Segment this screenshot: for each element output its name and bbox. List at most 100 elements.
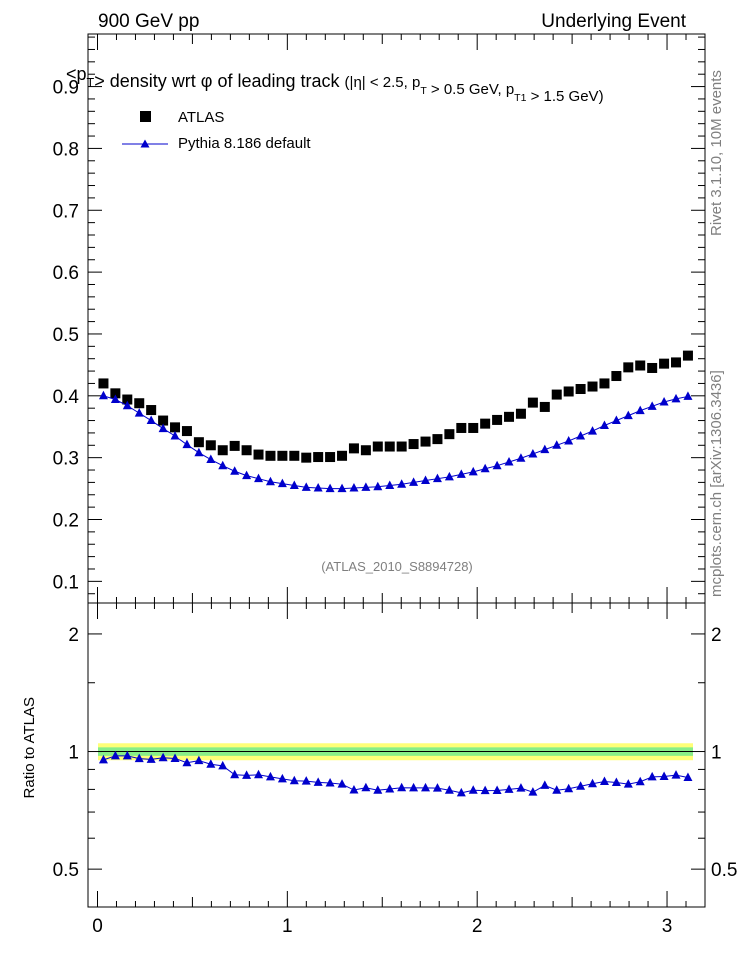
atlas-point bbox=[313, 452, 324, 463]
pythia-point bbox=[361, 482, 371, 491]
ratio-pythia-point bbox=[683, 772, 693, 782]
ratio-pythia-point bbox=[468, 785, 478, 794]
pythia-point bbox=[98, 390, 108, 400]
atlas-point bbox=[456, 422, 467, 433]
ratio-pythia-point bbox=[492, 785, 502, 794]
ratio-y-tick-label-right: 1 bbox=[711, 743, 722, 764]
ratio-pythia-point bbox=[564, 783, 574, 793]
legend-label-atlas: ATLAS bbox=[178, 109, 224, 126]
ratio-pythia-point bbox=[313, 777, 323, 786]
pythia-point bbox=[456, 469, 466, 478]
pythia-point bbox=[337, 483, 347, 493]
atlas-point bbox=[480, 418, 491, 429]
ratio-pythia-point bbox=[373, 785, 383, 794]
pythia-point bbox=[373, 481, 383, 491]
atlas-point bbox=[623, 362, 634, 373]
main-y-tick-label: 0.9 bbox=[53, 78, 79, 99]
ratio-pythia-point bbox=[540, 780, 550, 789]
pythia-point bbox=[277, 478, 287, 488]
analysis-watermark: (ATLAS_2010_S8894728) bbox=[321, 559, 473, 574]
pythia-point bbox=[611, 415, 621, 425]
atlas-point bbox=[468, 422, 479, 433]
pythia-point bbox=[432, 473, 442, 483]
pythia-point bbox=[194, 447, 204, 457]
atlas-point bbox=[635, 360, 646, 371]
main-plot-title: <pT> density wrt φ of leading track (|η|… bbox=[66, 64, 604, 105]
atlas-point bbox=[181, 426, 192, 437]
ratio-pythia-point bbox=[325, 777, 335, 787]
atlas-point bbox=[611, 371, 622, 382]
pythia-point bbox=[313, 482, 323, 492]
ratio-y-tick-label-left: 0.5 bbox=[53, 860, 79, 881]
ratio-pythia-point bbox=[456, 787, 466, 797]
pythia-point bbox=[552, 440, 562, 449]
ratio-pythia-point bbox=[480, 785, 490, 795]
atlas-point bbox=[170, 422, 181, 433]
pythia-point bbox=[528, 448, 538, 458]
atlas-point bbox=[492, 414, 503, 425]
ratio-x-tick-labels: 0 1 2 3 bbox=[92, 916, 672, 937]
atlas-point bbox=[575, 384, 586, 395]
main-y-tick-label: 0.2 bbox=[53, 511, 79, 532]
atlas-point bbox=[563, 386, 574, 397]
atlas-point bbox=[444, 429, 455, 440]
pythia-point bbox=[576, 431, 586, 440]
ratio-pythia-point bbox=[289, 775, 299, 785]
ratio-x-tick-label: 0 bbox=[92, 916, 103, 937]
pythia-point bbox=[480, 463, 490, 473]
main-y-tick-label: 0.3 bbox=[53, 449, 79, 470]
ratio-pythia-point bbox=[599, 776, 609, 786]
pythia-point bbox=[635, 405, 645, 415]
ratio-y-tick-label-right: 2 bbox=[711, 625, 722, 646]
pythia-point bbox=[659, 396, 669, 406]
pythia-point bbox=[516, 453, 526, 462]
atlas-point bbox=[587, 381, 598, 392]
ratio-pythia-point bbox=[444, 785, 454, 794]
ratio-pythia-point bbox=[182, 757, 192, 767]
atlas-point bbox=[193, 437, 204, 448]
legend-marker-atlas bbox=[140, 111, 151, 122]
pythia-point bbox=[170, 431, 180, 440]
ratio-pythia-point bbox=[146, 754, 156, 763]
atlas-point bbox=[551, 389, 562, 400]
pythia-point bbox=[564, 435, 574, 445]
ratio-pythia-point bbox=[361, 782, 371, 792]
ratio-pythia-point bbox=[552, 785, 562, 794]
pythia-point bbox=[683, 391, 693, 400]
atlas-point bbox=[265, 450, 276, 461]
pythia-point bbox=[349, 482, 359, 492]
ratio-pythia-point bbox=[659, 771, 669, 781]
ratio-pythia-point bbox=[421, 782, 431, 792]
main-title-text: <pT> density wrt φ of leading track (|η|… bbox=[66, 64, 604, 105]
atlas-point bbox=[110, 388, 121, 399]
ratio-pythia-point bbox=[134, 753, 144, 763]
pythia-point bbox=[289, 480, 299, 489]
pythia-point bbox=[421, 475, 431, 485]
atlas-point bbox=[158, 415, 169, 426]
atlas-point bbox=[360, 445, 371, 456]
pythia-point bbox=[397, 479, 407, 488]
atlas-point bbox=[301, 452, 312, 463]
ratio-y-tick-label-left: 2 bbox=[68, 625, 79, 646]
ratio-pythia-point bbox=[301, 776, 311, 785]
atlas-point bbox=[396, 441, 407, 452]
ratio-pythia-point bbox=[242, 770, 252, 779]
pythia-point bbox=[671, 393, 681, 403]
pythia-point bbox=[265, 476, 275, 486]
ratio-y-tick-labels: 0.5 0.5 1 1 2 2 bbox=[53, 625, 738, 881]
atlas-point bbox=[408, 439, 419, 450]
legend: ATLAS Pythia 8.186 default bbox=[122, 109, 311, 152]
atlas-point bbox=[420, 436, 431, 447]
main-y-tick-label: 0.7 bbox=[53, 201, 79, 222]
atlas-point bbox=[659, 358, 670, 369]
ratio-pythia-point bbox=[337, 779, 347, 788]
ratio-pythia-point bbox=[635, 776, 645, 786]
atlas-point bbox=[146, 405, 157, 416]
main-y-tick-label: 0.5 bbox=[53, 325, 79, 346]
ratio-pythia-point bbox=[409, 782, 419, 792]
pythia-point bbox=[409, 477, 419, 486]
ratio-pythia-point bbox=[516, 783, 526, 792]
pythia-point bbox=[504, 456, 514, 466]
atlas-point bbox=[647, 362, 658, 373]
